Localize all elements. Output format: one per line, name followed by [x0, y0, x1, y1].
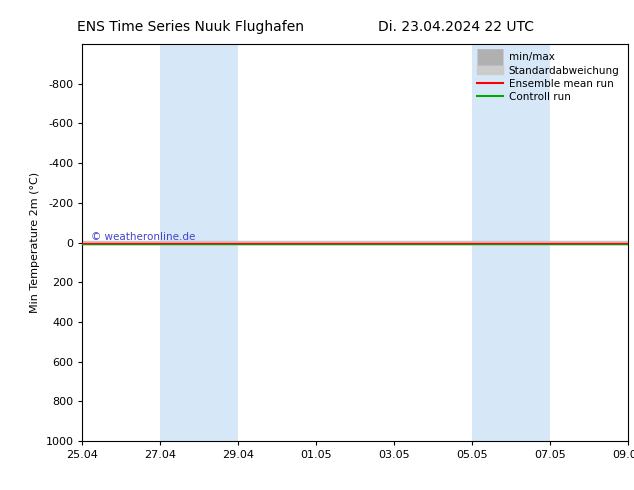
- Y-axis label: Min Temperature 2m (°C): Min Temperature 2m (°C): [30, 172, 40, 313]
- Bar: [160, 44, 238, 441]
- Text: © weatheronline.de: © weatheronline.de: [91, 232, 195, 242]
- Text: ENS Time Series Nuuk Flughafen: ENS Time Series Nuuk Flughafen: [77, 20, 304, 34]
- Bar: [472, 44, 550, 441]
- Legend: min/max, Standardabweichung, Ensemble mean run, Controll run: min/max, Standardabweichung, Ensemble me…: [474, 49, 623, 105]
- Text: Di. 23.04.2024 22 UTC: Di. 23.04.2024 22 UTC: [378, 20, 534, 34]
